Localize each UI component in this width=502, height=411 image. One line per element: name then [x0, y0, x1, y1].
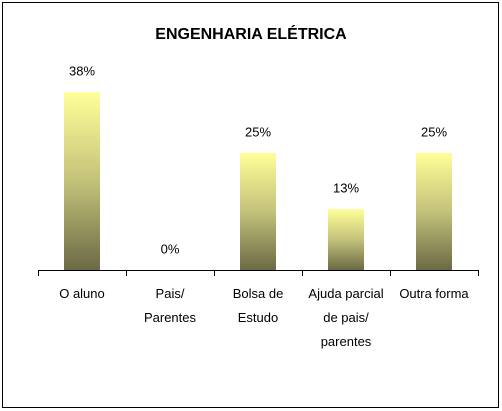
value-label: 13% [333, 181, 359, 196]
bar [416, 153, 452, 270]
x-tick-label: Bolsa de Estudo [232, 286, 284, 325]
value-label: 25% [245, 124, 271, 139]
bar [240, 153, 276, 270]
x-tick-label: Ajuda parcial de pais/ parentes [308, 286, 384, 349]
x-tick-label: O aluno [59, 286, 105, 301]
chart-title: ENGENHARIA ELÉTRICA [155, 24, 347, 43]
value-label: 38% [69, 64, 95, 79]
value-label: 25% [421, 124, 447, 139]
bar [64, 92, 100, 270]
value-label: 0% [161, 241, 180, 256]
x-tick-label: Pais/ Parentes [143, 286, 197, 325]
x-tick-label: Outra forma [399, 286, 469, 301]
bar [328, 209, 364, 270]
